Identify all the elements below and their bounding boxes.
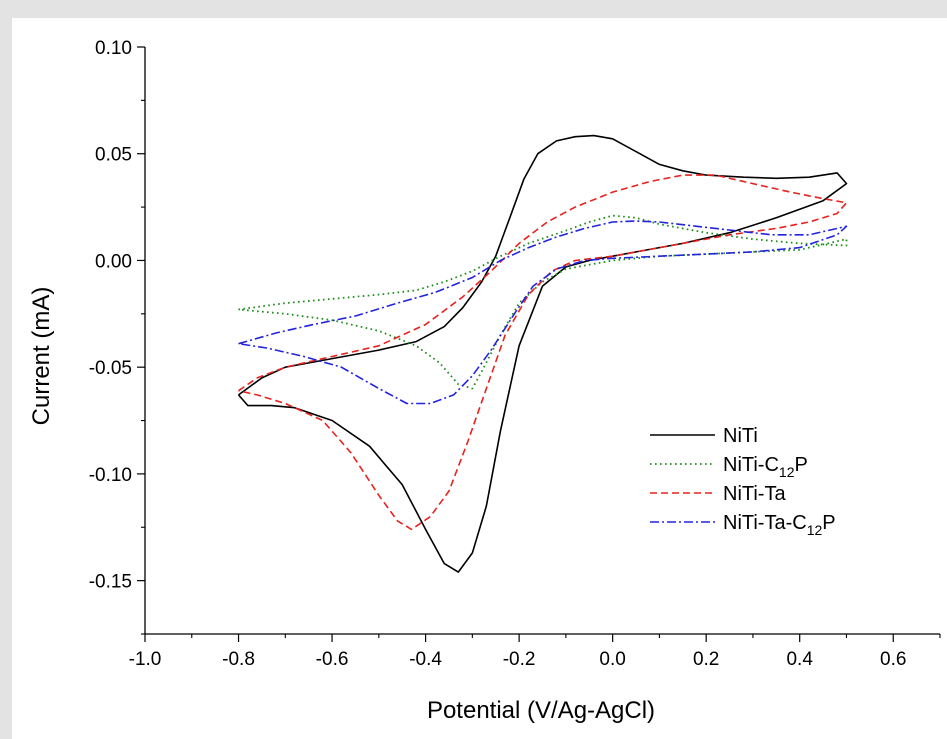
- y-tick-label: -0.10: [89, 465, 132, 486]
- legend-label: NiTi-Ta: [723, 483, 786, 505]
- x-tick-label: 0.4: [786, 649, 813, 670]
- x-axis-title: Potential (V/Ag-AgCl): [427, 697, 655, 724]
- y-tick-label: -0.05: [89, 358, 132, 379]
- series-line-niti-ta: [238, 174, 848, 531]
- series-line-niti-ta-c12p: [238, 220, 848, 405]
- plot-lines: [237, 134, 848, 573]
- ticks: [137, 46, 941, 642]
- y-tick-label: 0.00: [95, 251, 132, 272]
- legend-label: NiTi-C12P: [723, 454, 808, 480]
- x-tick-label: -0.2: [503, 649, 536, 670]
- x-tick-label: -0.6: [316, 649, 349, 670]
- chart-frame: -1.0 -0.8 -0.6 -0.4 -0.2 0.0 0.2 0.4 0.6 0.10 0.05…: [12, 18, 947, 739]
- legend-label: NiTi-Ta-C12P: [723, 512, 836, 538]
- x-tick-label: 0.0: [599, 649, 625, 670]
- series-line-niti-c12p: [238, 214, 848, 390]
- legend-label: NiTi: [723, 425, 758, 447]
- cv-chart: -1.0 -0.8 -0.6 -0.4 -0.2 0.0 0.2 0.4 0.6 0.10 0.05…: [28, 38, 941, 724]
- y-axis-title: Current (mA): [28, 287, 55, 426]
- legend: NiTi NiTi-C12P NiTi-Ta NiTi-Ta-C12P: [650, 425, 836, 538]
- x-tick-label: 0.2: [693, 649, 719, 670]
- y-tick-label: 0.05: [95, 145, 132, 166]
- y-tick-label: -0.15: [89, 572, 132, 593]
- axes: [144, 47, 940, 635]
- x-tick-label: -0.8: [222, 649, 255, 670]
- x-tick-label: 0.6: [880, 649, 906, 670]
- series-line-niti: [237, 134, 848, 573]
- y-tick-label: 0.10: [95, 38, 132, 59]
- tick-labels: -1.0 -0.8 -0.6 -0.4 -0.2 0.0 0.2 0.4 0.6 0.10 0.05…: [89, 38, 907, 670]
- x-tick-label: -1.0: [129, 649, 162, 670]
- x-tick-label: -0.4: [409, 649, 442, 670]
